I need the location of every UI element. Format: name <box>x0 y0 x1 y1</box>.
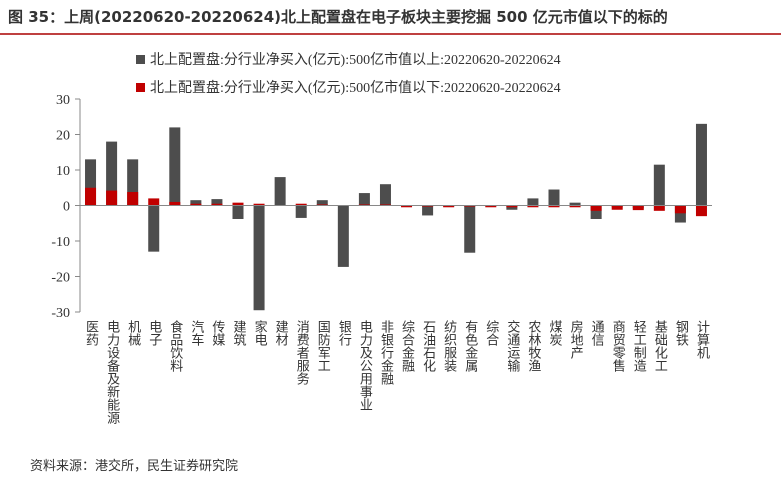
x-tick-label: 医药 <box>83 320 99 346</box>
x-tick-label: 电力及公用事业 <box>357 320 373 411</box>
bar <box>232 202 244 206</box>
x-tick-label: 家电 <box>252 319 268 346</box>
bar <box>253 205 265 311</box>
x-tick-label: 基础化工 <box>652 320 668 372</box>
bar <box>253 203 265 206</box>
bar <box>169 201 181 206</box>
bar <box>506 205 518 210</box>
x-tick-label: 纺织服装 <box>441 320 457 372</box>
bar <box>590 205 602 211</box>
y-tick-label: -30 <box>51 306 70 321</box>
x-tick-label: 石油石化 <box>420 320 436 373</box>
y-tick-label: -20 <box>51 271 70 286</box>
x-tick-label: 农林牧渔 <box>525 320 541 372</box>
x-tick-label: 钢铁 <box>673 320 689 346</box>
bar <box>569 205 581 208</box>
x-tick-label: 有色金属 <box>462 320 478 373</box>
bar <box>85 187 97 206</box>
x-tick-label: 传媒 <box>209 320 225 346</box>
x-tick-label: 交通运输 <box>504 319 520 372</box>
x-tick-label: 电力设备及新能源 <box>104 320 120 424</box>
bar <box>464 205 476 207</box>
bar <box>295 205 307 218</box>
bar <box>548 205 560 208</box>
x-tick-label: 商贸零售 <box>610 320 626 372</box>
x-tick-label: 轻工制造 <box>631 320 647 373</box>
bar <box>190 203 202 206</box>
chart-title: 图 35：上周(20220620-20220624)北上配置盘在电子板块主要挖掘… <box>8 8 668 26</box>
y-tick-label: 10 <box>56 164 70 179</box>
legend-swatch <box>136 83 145 92</box>
bar <box>379 184 391 206</box>
x-tick-label: 非银行金融 <box>378 320 394 385</box>
bar <box>148 205 160 252</box>
legend-label: 北上配置盘:分行业净买入(亿元):500亿市值以上:20220620-20220… <box>150 51 561 68</box>
bar <box>211 199 223 206</box>
y-tick-label: 20 <box>56 129 70 144</box>
x-tick-label: 建材 <box>273 320 289 346</box>
x-tick-label: 电子 <box>146 320 162 346</box>
bar <box>337 205 349 267</box>
x-tick-label: 消费者服务 <box>294 320 310 385</box>
bar <box>232 205 244 219</box>
bar <box>190 200 202 206</box>
bar <box>590 205 602 219</box>
bar <box>148 198 160 206</box>
bar <box>422 205 434 216</box>
bar <box>569 202 581 206</box>
bar <box>695 205 707 217</box>
bar <box>211 203 223 206</box>
x-tick-label: 食品饮料 <box>167 319 183 372</box>
x-tick-label: 建筑 <box>231 320 247 347</box>
bar <box>464 205 476 253</box>
bar <box>316 200 328 206</box>
bar <box>106 141 118 206</box>
y-tick-label: -10 <box>51 235 70 250</box>
bar <box>295 203 307 206</box>
bar <box>85 159 97 206</box>
bar <box>632 205 644 211</box>
bar <box>127 159 139 206</box>
bar <box>127 192 139 206</box>
x-tick-label: 煤炭 <box>547 320 563 347</box>
bar <box>443 205 455 208</box>
bar <box>316 204 328 206</box>
bar <box>653 164 665 206</box>
bar <box>485 205 497 208</box>
bar <box>106 190 118 206</box>
bar <box>548 189 560 206</box>
bar <box>527 198 539 206</box>
x-tick-label: 机械 <box>125 320 141 346</box>
x-tick-label: 计算机 <box>694 320 710 360</box>
bar <box>611 205 623 210</box>
bar <box>506 205 518 208</box>
bar <box>358 193 370 206</box>
bar <box>358 204 370 206</box>
x-tick-label: 通信 <box>589 320 605 346</box>
x-tick-label: 国防军工 <box>315 320 331 372</box>
bar <box>653 205 665 211</box>
bar <box>422 205 434 207</box>
bar <box>527 205 539 208</box>
source-note: 资料来源：港交所，民生证券研究院 <box>30 458 238 473</box>
y-tick-label: 30 <box>56 93 70 108</box>
x-tick-label: 银行 <box>336 320 352 347</box>
x-tick-label: 综合金融 <box>399 320 415 372</box>
x-tick-label: 房地产 <box>568 319 584 360</box>
bar <box>401 205 413 208</box>
legend-label: 北上配置盘:分行业净买入(亿元):500亿市值以下:20220620-20220… <box>150 79 561 96</box>
bar <box>674 205 686 214</box>
bar <box>379 204 391 206</box>
bar <box>169 127 181 206</box>
y-tick-label: 0 <box>63 200 70 215</box>
bar <box>674 205 686 223</box>
bar <box>695 123 707 206</box>
legend-swatch <box>136 55 145 64</box>
x-tick-label: 综合 <box>483 320 499 346</box>
bar <box>274 177 286 206</box>
x-tick-label: 汽车 <box>188 320 204 346</box>
